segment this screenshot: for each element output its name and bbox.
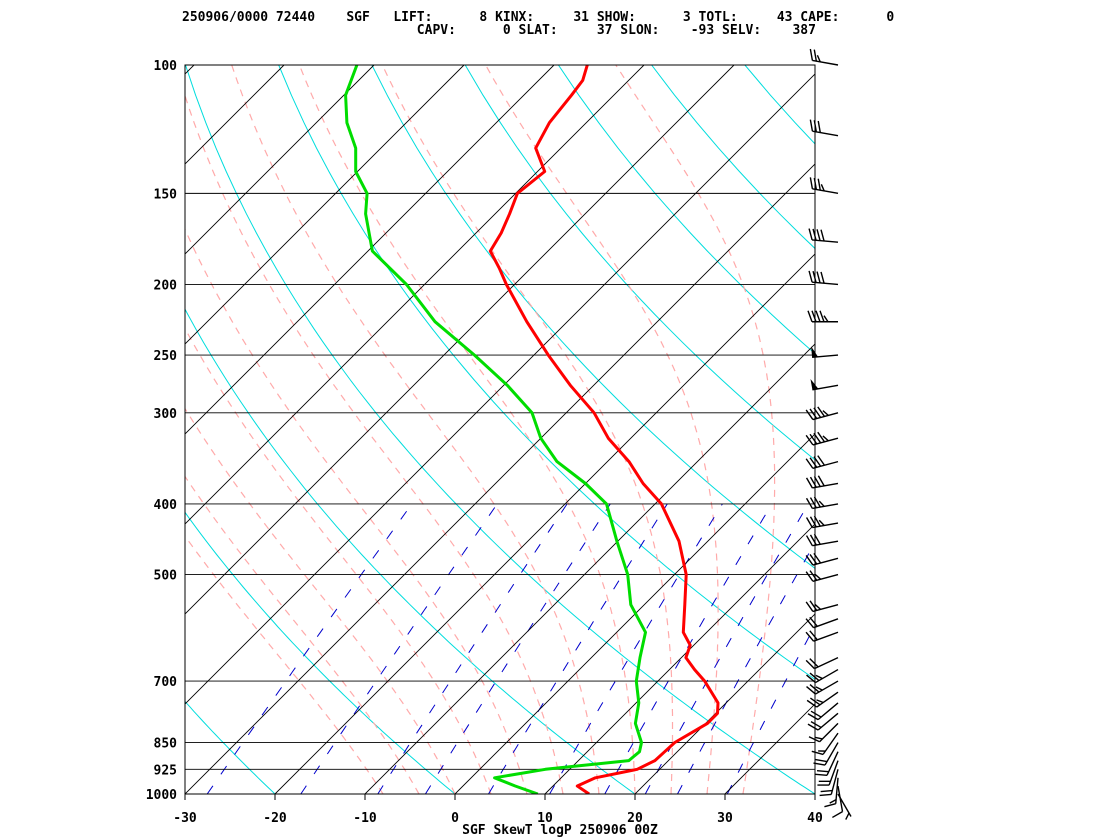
plot-frame [184, 64, 816, 795]
header-line-2: CAPV: 0 SLAT: 37 SLON: -93 SELV: 387 [182, 23, 816, 38]
wind-barb [819, 769, 839, 797]
wind-barb [805, 656, 839, 670]
dry-adiabat [557, 65, 815, 355]
dry-adiabat [838, 65, 1120, 794]
mixing-ratio-line [424, 503, 611, 794]
moist-adiabat [185, 475, 420, 794]
pressure-tick-label: 500 [154, 569, 178, 584]
isotherm [364, 343, 815, 794]
wind-barb [809, 48, 839, 66]
isotherm [454, 433, 815, 794]
isotherm [724, 703, 815, 794]
temperature-tick-label: -20 [263, 811, 287, 826]
wind-barb [817, 760, 839, 786]
wind-barb [805, 496, 839, 510]
dry-adiabat [651, 65, 815, 250]
dry-adiabat [1025, 65, 1120, 794]
isotherm [0, 65, 104, 794]
wind-barb [808, 228, 839, 243]
isotherm [185, 65, 465, 345]
isotherm [274, 253, 815, 794]
moist-adiabat [185, 228, 528, 794]
wind-barb [806, 680, 839, 695]
wind-barb [808, 722, 839, 743]
isotherm [544, 523, 815, 794]
wind-barb [805, 570, 839, 582]
dry-adiabat [0, 65, 95, 794]
isotherm [185, 163, 815, 794]
moist-adiabat [231, 65, 600, 794]
isotherm [185, 65, 555, 435]
wind-barb [815, 751, 839, 776]
temperature-profile [488, 65, 720, 794]
pressure-tick-label: 250 [154, 349, 178, 364]
temperature-tick-label: 10 [537, 811, 553, 826]
wind-barb [805, 600, 839, 613]
moist-adiabat [185, 327, 492, 794]
wind-barb [807, 702, 839, 721]
mixing-ratio-line [206, 503, 413, 794]
dewpoint-profile [344, 65, 647, 794]
temperature-tick-label: 0 [451, 811, 459, 826]
temperature-tick-label: 30 [717, 811, 733, 826]
header-line-1: 250906/0000 72440 SGF LIFT: 8 KINX: 31 S… [182, 10, 895, 25]
moist-adiabat [185, 407, 456, 794]
wind-barb [810, 378, 839, 391]
wind-barb [811, 732, 839, 756]
isotherm [814, 793, 815, 794]
dry-adiabat [185, 700, 276, 794]
wind-barb [805, 616, 839, 629]
wind-barb [809, 177, 839, 195]
temperature-tick-label: -10 [353, 811, 377, 826]
dry-adiabat [744, 65, 815, 145]
pressure-tick-label: 700 [154, 675, 178, 690]
dry-adiabat [931, 65, 1120, 794]
wind-barb [811, 346, 839, 359]
temperature-tick-label: 20 [627, 811, 643, 826]
isotherm [185, 65, 735, 615]
isotherm [185, 73, 815, 705]
isotherm [634, 613, 815, 794]
wind-barb [806, 691, 839, 708]
pressure-tick-label: 200 [154, 279, 178, 294]
isotherm [185, 65, 645, 525]
isotherm [0, 65, 14, 794]
wind-barb [808, 270, 839, 286]
wind-barb [805, 406, 839, 421]
temperature-tick-label: 40 [807, 811, 823, 826]
pressure-tick-label: 1000 [146, 788, 177, 803]
wind-barb [805, 431, 839, 446]
isotherm [185, 65, 285, 165]
wind-barb [805, 533, 839, 547]
pressure-tick-label: 100 [154, 59, 178, 74]
wind-barb [807, 310, 838, 323]
wind-barb [806, 668, 839, 684]
wind-barb [824, 777, 839, 808]
wind-barb [805, 515, 839, 529]
mixing-ratio-line [549, 503, 723, 794]
chart-title: SGF SkewT logP 250906 00Z [462, 823, 658, 838]
temperature-tick-label: -30 [173, 811, 197, 826]
moist-adiabat [185, 535, 384, 794]
pressure-tick-label: 300 [154, 407, 178, 422]
pressure-tick-label: 925 [154, 763, 177, 778]
mixing-ratio-line [377, 503, 568, 794]
pressure-tick-label: 850 [154, 737, 178, 752]
moist-adiabat [381, 65, 674, 794]
dry-adiabat [464, 65, 815, 461]
wind-barb [805, 475, 839, 489]
isotherm [185, 65, 375, 255]
pressure-tick-label: 150 [154, 187, 178, 202]
wind-barb [813, 742, 839, 766]
wind-barb [805, 552, 839, 566]
wind-barb [832, 785, 844, 819]
moist-adiabat [298, 65, 636, 794]
pressure-tick-label: 400 [154, 498, 178, 513]
wind-barb [809, 119, 839, 137]
wind-barb [805, 455, 839, 470]
wind-barb [807, 712, 839, 731]
wind-barb [805, 630, 839, 642]
